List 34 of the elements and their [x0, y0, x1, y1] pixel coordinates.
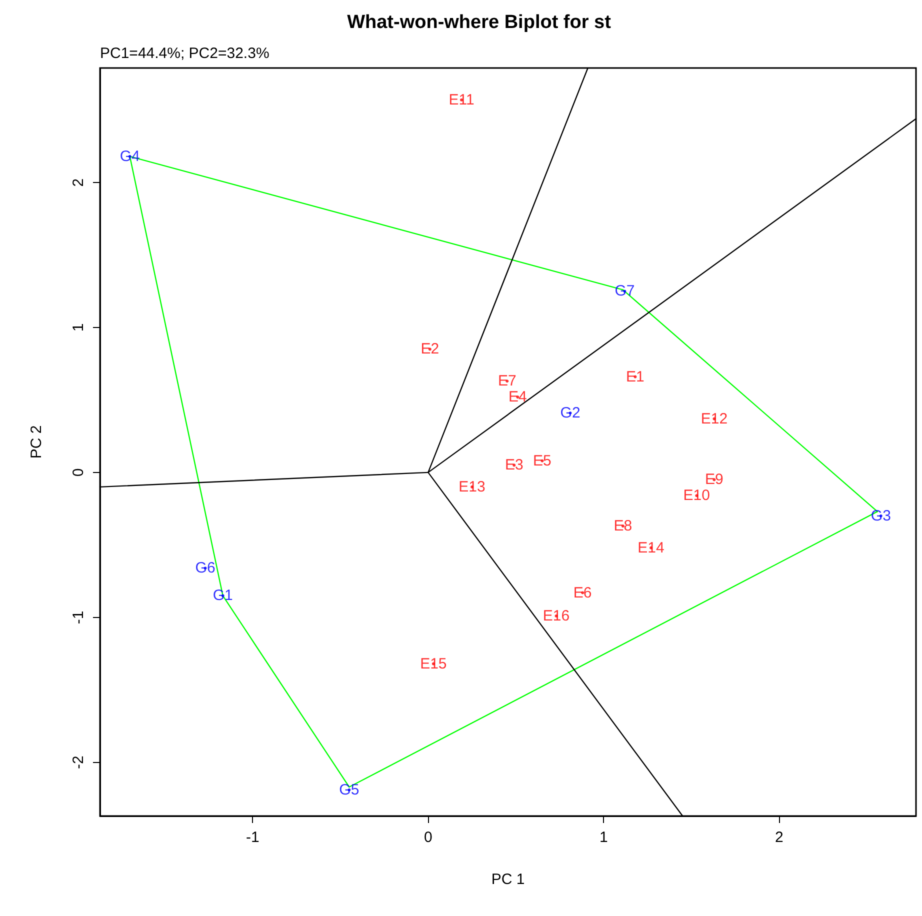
data-label: E6 [573, 584, 592, 602]
data-label: E7 [498, 372, 516, 390]
y-tick-label: -2 [70, 756, 87, 770]
text: PC1=44.4%; PC2=32.3% [100, 45, 270, 62]
data-label: E1 [626, 368, 644, 386]
data-label: G3 [870, 507, 891, 524]
y-axis-title: PC 2 [28, 425, 45, 459]
data-label: E8 [614, 518, 632, 535]
data-label: G2 [560, 404, 580, 422]
data-label: E2 [420, 340, 440, 358]
x-tick-label: 2 [774, 829, 784, 846]
data-label: E9 [705, 471, 724, 488]
y-tick-label: 1 [70, 323, 87, 332]
data-label: E12 [700, 410, 728, 428]
data-label: E3 [504, 456, 524, 474]
y-tick-label: 2 [70, 178, 87, 187]
data-label: G5 [339, 781, 360, 798]
x-axis-title: PC 1 [491, 871, 525, 888]
chart-title: What-won-where Biplot for st [347, 12, 612, 33]
x-tick-label: -1 [246, 829, 260, 846]
y-tick-label: 0 [70, 468, 87, 477]
data-label: E13 [458, 478, 486, 496]
x-tick-label: 1 [599, 829, 608, 846]
data-label: G6 [195, 560, 216, 577]
x-tick-label: 0 [424, 829, 432, 846]
data-label: E11 [448, 91, 474, 108]
data-label: E16 [542, 607, 570, 624]
data-label: E10 [683, 487, 710, 504]
y-tick-label: -1 [70, 610, 87, 624]
data-label: E4 [508, 388, 527, 406]
data-label: E14 [638, 539, 664, 556]
data-label: E5 [533, 452, 552, 470]
data-label: E15 [420, 655, 447, 672]
data-label: G4 [120, 148, 140, 165]
